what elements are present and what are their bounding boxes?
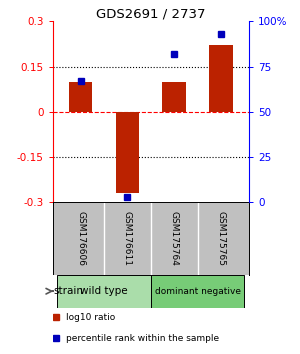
Text: log10 ratio: log10 ratio — [66, 313, 116, 321]
Text: GSM175765: GSM175765 — [216, 211, 225, 266]
Text: dominant negative: dominant negative — [154, 287, 241, 296]
Bar — [69, 82, 92, 112]
Bar — [116, 112, 139, 193]
Text: GSM176611: GSM176611 — [123, 211, 132, 266]
Text: GSM175764: GSM175764 — [169, 211, 178, 266]
Bar — [209, 45, 232, 112]
Text: strain: strain — [53, 286, 83, 296]
Text: percentile rank within the sample: percentile rank within the sample — [66, 334, 219, 343]
Bar — [57, 275, 151, 308]
Text: GSM176606: GSM176606 — [76, 211, 85, 266]
Text: wild type: wild type — [80, 286, 128, 296]
Title: GDS2691 / 2737: GDS2691 / 2737 — [96, 7, 206, 20]
Bar — [151, 275, 244, 308]
Bar — [162, 82, 186, 112]
